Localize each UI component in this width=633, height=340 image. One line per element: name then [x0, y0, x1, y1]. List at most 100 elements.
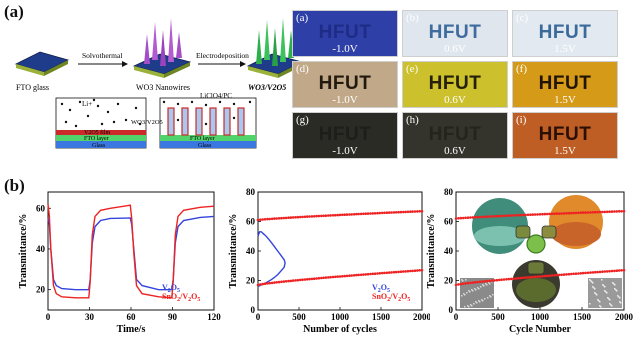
sem-texture-right [617, 295, 619, 297]
sem-texture-left [478, 300, 480, 302]
colored-marker [603, 270, 607, 273]
photo-text: HFUT [318, 22, 372, 43]
bleached-marker [282, 216, 286, 220]
sem-texture-right [591, 281, 593, 283]
bleached-marker [298, 215, 302, 219]
colored-marker [555, 273, 559, 277]
colored-marker [289, 279, 293, 283]
bleached-marker [469, 216, 472, 219]
colored-marker [329, 275, 332, 279]
photo-text: HFUT [318, 73, 372, 94]
colored-marker [553, 274, 556, 277]
bleached-marker [553, 212, 556, 215]
colored-marker [266, 282, 269, 285]
photo-letter: (c) [516, 12, 529, 24]
colored-marker [478, 280, 482, 284]
photo-voltage: 0.6V [444, 145, 466, 157]
sem-texture-right [600, 306, 602, 308]
bleached-marker [416, 210, 419, 213]
bleached-marker [352, 213, 356, 216]
bleached-marker [371, 212, 375, 215]
sem-texture-left [468, 290, 470, 292]
colored-marker [596, 270, 599, 274]
bleached-marker [557, 212, 561, 215]
colored-marker [502, 278, 506, 281]
bleached-marker [320, 214, 323, 218]
bleached-marker [312, 215, 316, 218]
legend-text-part: 2 [188, 297, 191, 303]
bleached-marker [514, 214, 518, 217]
wo3-nanowire-array [132, 18, 192, 78]
bleached-marker [505, 214, 508, 217]
colored-marker [350, 274, 353, 277]
bleached-marker [589, 211, 592, 214]
colored-marker [591, 271, 595, 274]
bleached-marker [550, 212, 554, 216]
colored-marker [495, 278, 499, 282]
colored-marker [464, 282, 467, 285]
sem-texture-right [609, 299, 611, 301]
bleached-marker [473, 215, 477, 219]
sem-texture-right [604, 286, 606, 288]
bleached-marker [478, 215, 482, 219]
colored-marker [352, 274, 356, 277]
x-tick-label: 2000 [413, 312, 430, 322]
colored-marker [497, 278, 501, 282]
colored-marker [341, 275, 344, 278]
photo-text: HFUT [538, 73, 592, 94]
colored-marker [454, 283, 458, 287]
colored-marker [376, 272, 379, 275]
bleached-marker [411, 210, 414, 213]
colored-marker [493, 279, 496, 282]
colored-marker [413, 269, 417, 272]
legend-text-part: /V [389, 292, 398, 301]
sem-texture-left [486, 284, 488, 286]
bleached-marker [495, 214, 499, 218]
sem-texture-left [467, 305, 469, 307]
panel-b-label: (b) [4, 176, 25, 195]
y-tick-label: 20 [444, 276, 454, 286]
colored-marker [545, 274, 549, 278]
bleached-marker [567, 211, 571, 215]
bleached-marker [301, 215, 304, 219]
colored-marker [471, 281, 475, 284]
colored-marker [476, 280, 479, 284]
legend-text-part: 5 [197, 297, 200, 303]
cycling-stability-chart: 0 500 1000 1500 2000 0 20 40 60 80 Number of cycle… [228, 187, 430, 335]
x-tick-label: 60 [127, 312, 137, 322]
sem-texture-left [473, 303, 475, 305]
legend-entry: V2 O5 [162, 283, 180, 294]
colored-marker [483, 280, 487, 283]
bleached-marker [488, 215, 491, 218]
colored-marker [514, 277, 518, 280]
sem-texture-right [614, 284, 616, 286]
colored-marker [538, 275, 542, 278]
sem-texture-right [593, 287, 595, 289]
sem-texture-left [485, 283, 487, 285]
colored-marker [312, 277, 316, 280]
colored-marker [331, 275, 335, 279]
sem-texture-left [464, 294, 466, 296]
bleached-marker [268, 217, 271, 221]
bleached-marker [343, 213, 346, 216]
sem-texture-right [598, 300, 600, 302]
sem-texture-right [615, 289, 617, 291]
bleached-marker [538, 213, 542, 216]
x-tick-label: 2000 [615, 312, 633, 322]
series-v2o5-line [47, 215, 215, 291]
colored-marker [473, 281, 477, 284]
colored-marker [294, 279, 297, 282]
legend-text-part: 2 [398, 297, 401, 303]
bleached-marker [406, 210, 410, 214]
colored-marker [574, 272, 578, 275]
colored-marker [608, 269, 611, 273]
series-sno2-v2o5-line [47, 204, 215, 299]
bleached-marker [457, 217, 460, 220]
sem-texture-right [596, 294, 598, 296]
photo-panel-g: (g) HFUT -1.0V [292, 112, 398, 159]
sem-texture-left [492, 294, 494, 296]
colored-marker [259, 283, 262, 286]
bleached-marker [291, 216, 295, 219]
colored-marker [500, 278, 503, 281]
colored-marker [397, 270, 400, 274]
